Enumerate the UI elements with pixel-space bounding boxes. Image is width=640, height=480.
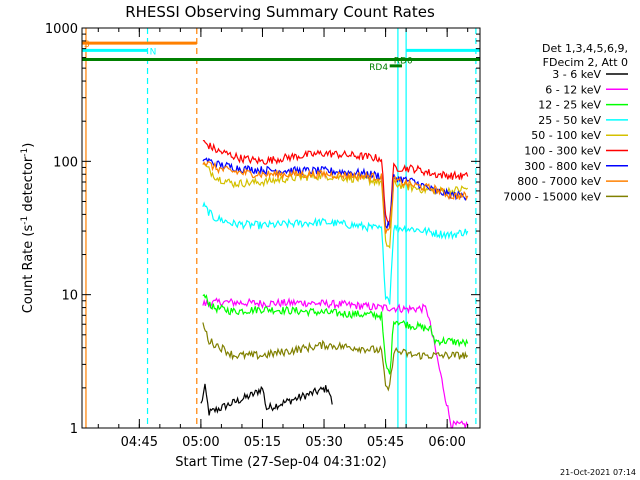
x-tick-label: 06:00 — [428, 435, 465, 450]
legend-label: 300 - 800 keV — [524, 160, 601, 173]
chart-title: RHESSI Observing Summary Count Rates — [125, 3, 435, 21]
series-line — [202, 161, 469, 234]
x-tick-label: 05:30 — [305, 435, 342, 450]
footer-date: 21-Oct-2021 07:14 — [560, 468, 636, 477]
y-axis-label: Count Rate (s-1 detector-1) — [20, 143, 36, 314]
x-tick-label: 04:45 — [121, 435, 158, 450]
plot-frame — [81, 27, 481, 429]
legend-label: 50 - 100 keV — [531, 129, 601, 142]
y-axis-label-sup2: -1 — [20, 148, 30, 157]
series-line — [202, 322, 469, 392]
series-line — [202, 297, 469, 429]
legend-label: 100 - 300 keV — [524, 145, 601, 158]
y-axis: 1 10 100 1000 — [45, 22, 480, 437]
y-axis-label-tail: detector — [21, 156, 36, 216]
series-line — [202, 201, 469, 305]
legend-label: 12 - 25 keV — [538, 99, 601, 112]
x-tick-label: 05:15 — [244, 435, 281, 450]
x-axis: 04:45 05:00 05:15 05:30 05:45 06:00 — [97, 28, 469, 450]
y-axis-label-close: ) — [21, 143, 36, 148]
y-tick-label: 100 — [53, 155, 78, 170]
state-bar-label: N — [150, 47, 157, 57]
x-axis-label: Start Time (27-Sep-04 04:31:02) — [175, 455, 386, 470]
legend: Det 1,3,4,5,6,9,FDecim 2, Att 03 - 6 keV… — [503, 42, 628, 203]
legend-label: 3 - 6 keV — [552, 68, 601, 81]
state-bar-label: S — [84, 40, 90, 50]
series-line — [200, 383, 333, 416]
x-tick-label: 05:00 — [182, 435, 219, 450]
y-axis-label-start: Count Rate (s — [21, 225, 36, 314]
y-axis-label-sup: -1 — [20, 216, 30, 225]
legend-label: 800 - 7000 keV — [517, 175, 601, 188]
legend-label: 25 - 50 keV — [538, 114, 601, 127]
y-tick-label: 10 — [61, 289, 78, 304]
legend-header: FDecim 2, Att 0 — [543, 56, 628, 69]
legend-label: 7000 - 15000 keV — [503, 190, 601, 203]
y-tick-label: 1 — [70, 422, 78, 437]
y-tick-label: 1000 — [45, 22, 78, 37]
series-line — [202, 293, 469, 375]
legend-header: Det 1,3,4,5,6,9, — [542, 42, 628, 55]
state-bar-label: RD4 — [369, 63, 388, 73]
series-line — [202, 157, 469, 230]
legend-label: 6 - 12 keV — [545, 83, 601, 96]
x-tick-label: 05:45 — [367, 435, 404, 450]
series-line — [202, 139, 469, 225]
state-bar-label: RD0 — [394, 57, 413, 67]
plot-area: S N RD0 RD4 — [82, 28, 480, 429]
